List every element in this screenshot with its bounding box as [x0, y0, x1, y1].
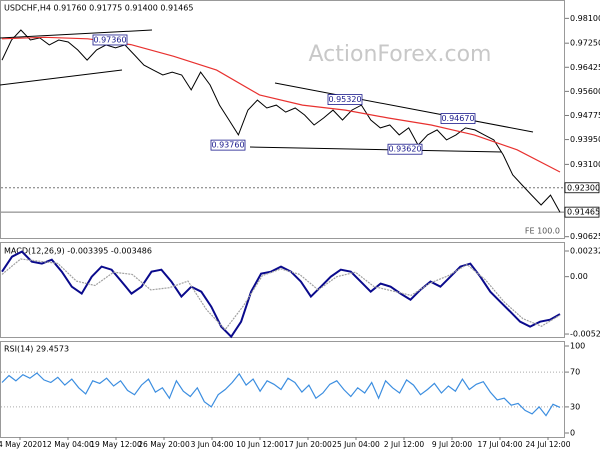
main-panel	[0, 0, 565, 239]
annotation-label: 0.97360	[93, 35, 126, 44]
y-tick-label: 0.94775	[570, 111, 600, 120]
annotation-label: 0.93620	[388, 145, 421, 154]
x-tick-label: 12 May 04:00	[42, 440, 94, 449]
x-tick-label: 3 Jun 04:00	[191, 440, 234, 449]
macd-panel	[0, 242, 565, 338]
main-title: USDCHF,H4 0.91760 0.91775 0.91400 0.9146…	[4, 4, 193, 13]
fe-label: FE 100.0	[525, 227, 560, 236]
level-label: 0.91465	[567, 208, 600, 217]
annotation-box	[92, 34, 128, 46]
x-tick-label: 19 May 12:00	[90, 440, 142, 449]
y-tick-label: 100	[570, 342, 585, 351]
series-line	[1, 29, 561, 213]
x-tick-label: 10 Jun 12:00	[236, 440, 284, 449]
y-tick-label: 0.93950	[570, 135, 600, 144]
annotation-box	[210, 139, 246, 151]
watermark: ActionForex.com	[309, 42, 492, 67]
annotation-label: 0.95320	[328, 95, 361, 104]
x-tick-label: 9 Jul 20:00	[432, 440, 472, 449]
y-tick-label: 0.98100	[570, 14, 600, 23]
annotation-label: 0.94670	[441, 114, 474, 123]
x-tick-label: 17 Jun 20:00	[284, 440, 332, 449]
y-tick-label: 0.95600	[570, 87, 600, 96]
level-box	[564, 206, 600, 218]
level-box	[564, 182, 600, 194]
y-tick-label: 0.00	[570, 272, 588, 281]
annotation-label: 0.93760	[211, 141, 244, 150]
annotation-box	[327, 94, 363, 105]
x-tick-label: 2 Jul 12:00	[384, 440, 424, 449]
macd-title: MACD(12,26,9) -0.003395 -0.003486	[4, 247, 152, 256]
y-tick-label: 0.002325	[570, 247, 600, 256]
trend-line	[274, 82, 534, 133]
x-tick-label: 26 May 20:00	[138, 440, 190, 449]
y-tick-label: 30	[570, 402, 580, 411]
trend-line	[0, 29, 153, 39]
y-tick-label: 70	[570, 368, 580, 377]
trend-line	[249, 146, 503, 153]
x-tick-label: 24 Jul 12:00	[526, 440, 571, 449]
y-tick-label: 0.90625	[570, 232, 600, 241]
y-tick-label: 0	[570, 429, 575, 438]
rsi-panel	[0, 341, 565, 438]
annotation-box	[387, 143, 423, 155]
y-tick-label: 0.97250	[570, 39, 600, 48]
y-tick-label: -0.005201	[570, 330, 600, 339]
level-label: 0.92300	[567, 183, 600, 192]
rsi-title: RSI(14) 29.4573	[4, 345, 69, 354]
y-tick-label: 0.96425	[570, 63, 600, 72]
x-tick-label: 17 Jul 04:00	[478, 440, 523, 449]
x-tick-label: 4 May 2020	[0, 440, 42, 449]
trend-line	[0, 69, 123, 86]
x-tick-label: 25 Jun 04:00	[332, 440, 380, 449]
series-line	[1, 258, 561, 331]
series-line	[1, 372, 561, 417]
annotation-box	[440, 113, 476, 124]
y-tick-label: 0.93100	[570, 160, 600, 169]
